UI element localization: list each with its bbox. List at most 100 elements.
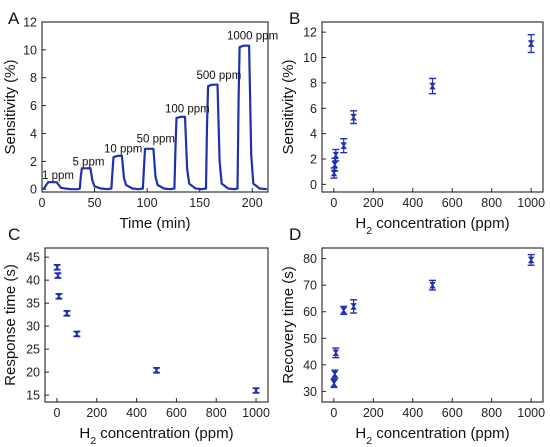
marker-down-triangle <box>429 281 436 287</box>
x-axis-label: Time (min) <box>119 215 190 232</box>
marker-down-triangle <box>332 151 340 157</box>
x-tick-label: 800 <box>481 406 502 420</box>
y-tick-label: 2 <box>310 153 317 167</box>
marker-down-triangle <box>340 307 348 312</box>
x-tick-label: 1000 <box>242 406 270 420</box>
x-axis-label-subscript: 2 <box>366 435 372 447</box>
y-tick-label: 12 <box>303 26 317 40</box>
marker-down-triangle <box>63 309 71 315</box>
y-tick-label: 6 <box>310 102 317 116</box>
marker-down-triangle <box>55 292 63 298</box>
marker-up-triangle <box>331 163 339 169</box>
marker-up-triangle <box>252 389 260 394</box>
y-tick-label: 60 <box>303 305 317 319</box>
y-axis-label: Response time (s) <box>2 264 19 386</box>
plot-frame <box>321 247 544 403</box>
marker-up-triangle <box>429 284 436 289</box>
marker-down-triangle <box>54 272 62 277</box>
x-axis-label: H2 concentration (ppm) <box>355 215 509 237</box>
y-axis-label: Sensitivity (%) <box>280 59 297 154</box>
plot-frame <box>41 21 269 193</box>
x-tick-label: 50 <box>88 196 102 210</box>
y-tick-label: 2 <box>30 155 37 169</box>
x-axis-label-subscript: 2 <box>366 225 372 237</box>
x-tick-label: 600 <box>166 406 187 420</box>
marker-down-triangle <box>527 40 535 45</box>
annotation-label: 50 ppm <box>137 134 175 146</box>
y-tick-label: 20 <box>26 366 40 380</box>
x-tick-label: 400 <box>402 406 423 420</box>
data-point <box>331 369 339 379</box>
y-tick-label: 4 <box>310 127 317 141</box>
y-tick-label: 10 <box>303 51 317 65</box>
panel-letter: C <box>8 225 20 244</box>
data-point <box>429 77 436 95</box>
x-tick-label: 800 <box>206 406 227 420</box>
marker-up-triangle <box>350 305 357 310</box>
y-tick-label: 25 <box>26 343 40 357</box>
y-tick-label: 4 <box>30 127 37 141</box>
marker-up-triangle <box>340 144 348 149</box>
x-tick-label: 200 <box>363 406 384 420</box>
y-tick-label: 30 <box>26 320 40 334</box>
panel-letter: D <box>289 225 301 244</box>
y-tick-label: 80 <box>303 252 317 266</box>
x-tick-label: 600 <box>442 196 463 210</box>
x-tick-label: 600 <box>442 406 463 420</box>
panel-c: C 0 200 400 600 800 1000 15 20 25 30 35 40 45 H2 conce… <box>2 225 270 447</box>
x-tick-label: 0 <box>330 406 337 420</box>
panel-a: A 0 50 100 150 200 0 2 4 6 8 10 12 Time (min) Sensitiv… <box>2 9 278 232</box>
marker-up-triangle <box>340 309 348 314</box>
data-point <box>350 299 358 314</box>
marker-up-triangle <box>53 266 61 271</box>
marker-down-triangle <box>153 366 160 372</box>
marker-up-triangle <box>331 373 339 378</box>
marker-down-triangle <box>429 82 436 88</box>
x-axis-label-main: H <box>355 215 366 232</box>
data-point <box>527 33 535 54</box>
x-tick-label: 0 <box>53 406 60 420</box>
y-tick-label: 8 <box>310 76 317 90</box>
x-axis-label-rest: concentration (ppm) <box>372 215 510 232</box>
y-tick-label: 0 <box>30 183 37 197</box>
data-point <box>73 330 81 338</box>
annotation-label: 100 ppm <box>165 104 210 116</box>
marker-down-triangle <box>252 387 260 392</box>
x-tick-label: 0 <box>330 196 337 210</box>
y-tick-label: 70 <box>303 279 317 293</box>
data-point <box>429 279 436 291</box>
data-point <box>350 110 358 125</box>
marker-down-triangle <box>340 142 348 147</box>
x-tick-label: 200 <box>363 196 384 210</box>
x-tick-label: 0 <box>39 196 46 210</box>
marker-up-triangle <box>332 154 340 159</box>
y-tick-label: 0 <box>310 178 317 192</box>
data-point <box>330 378 338 389</box>
data-point <box>340 305 348 316</box>
x-axis-label-rest: concentration (ppm) <box>96 425 234 442</box>
data-point <box>527 253 535 266</box>
x-axis-label: H2 concentration (ppm) <box>355 425 509 447</box>
annotation-label: 10 ppm <box>104 143 142 155</box>
x-axis-label: H2 concentration (ppm) <box>79 425 233 447</box>
x-axis-label-rest: concentration (ppm) <box>372 425 510 442</box>
x-axis-label-main: H <box>355 425 366 442</box>
data-point <box>252 387 260 394</box>
marker-up-triangle <box>55 295 63 300</box>
marker-down-triangle <box>330 380 338 385</box>
marker-up-triangle <box>527 42 535 47</box>
marker-up-triangle <box>527 258 535 264</box>
marker-up-triangle <box>54 274 62 279</box>
marker-up-triangle <box>153 369 160 374</box>
marker-up-triangle <box>332 351 340 357</box>
data-point <box>153 366 160 374</box>
y-tick-label: 40 <box>26 274 40 288</box>
marker-up-triangle <box>330 171 338 177</box>
data-point <box>55 292 63 300</box>
x-tick-label: 150 <box>189 196 210 210</box>
data-point <box>330 167 338 179</box>
x-axis-label-subscript: 2 <box>90 435 96 447</box>
y-tick-label: 30 <box>303 385 317 399</box>
